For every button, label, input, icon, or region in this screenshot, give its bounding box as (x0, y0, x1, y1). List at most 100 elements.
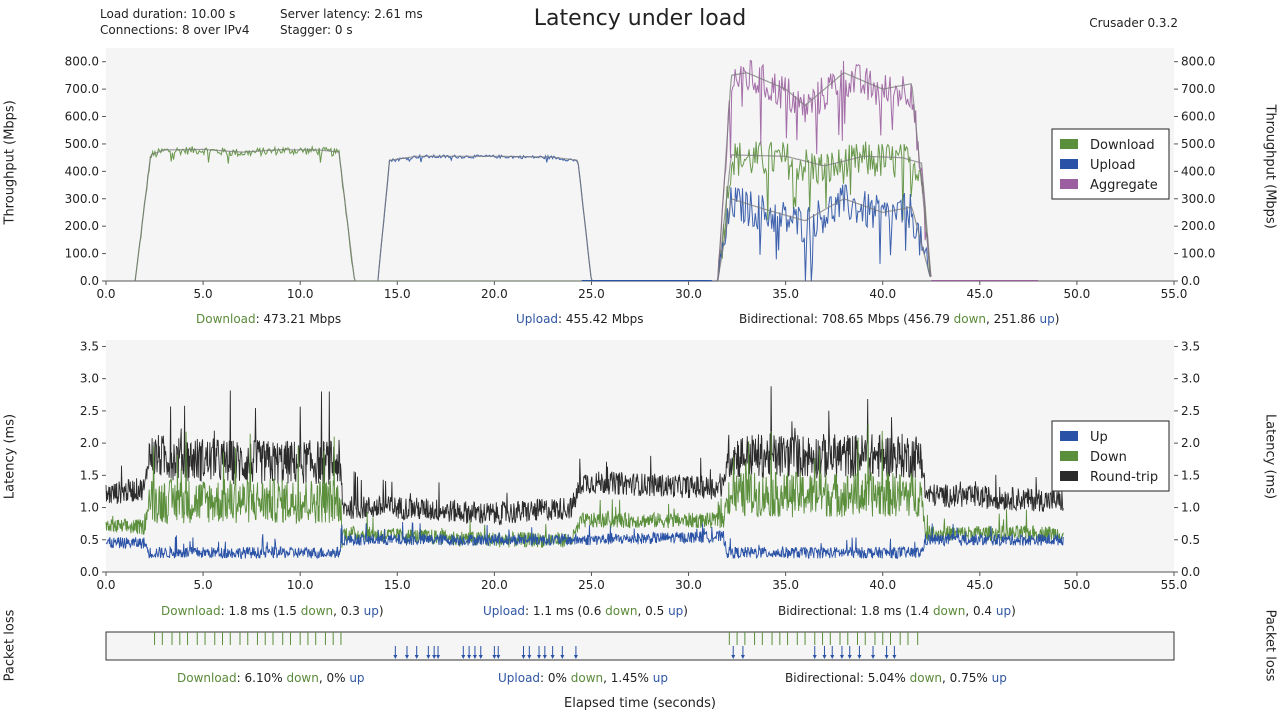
x-tick-label: 10.0 (287, 578, 314, 592)
y-tick-label-left: 600.0 (65, 110, 99, 124)
app-version: Crusader 0.3.2 (1089, 16, 1178, 30)
y-tick-label-left: 0.0 (80, 565, 99, 579)
loss-summary-upload: Upload: 0% down, 1.45% up (498, 671, 668, 685)
series-smoothed-aggregate (717, 72, 932, 282)
upload-loss-arrow (472, 655, 477, 659)
legend-label-up: Up (1090, 430, 1108, 445)
x-tick-label: 30.0 (675, 578, 702, 592)
upload-loss-arrow (573, 655, 578, 659)
series-down (105, 423, 1064, 549)
x-tick-label: 15.0 (384, 578, 411, 592)
x-tick-label: 40.0 (869, 578, 896, 592)
legend-swatch-up (1060, 431, 1078, 441)
upload-loss-arrow (847, 655, 852, 659)
y-tick-label-left: 700.0 (65, 82, 99, 96)
latency-summary-upload: Upload: 1.1 ms (0.6 down, 0.5 up) (483, 604, 688, 618)
upload-loss-arrow (414, 655, 419, 659)
loss-summary-bidirectional: Bidirectional: 5.04% down, 0.75% up (785, 671, 1007, 685)
server-latency: Server latency: 2.61 ms (280, 7, 423, 21)
y-tick-label-left: 0.0 (80, 274, 99, 288)
x-tick-label: 5.0 (194, 578, 213, 592)
x-tick-label: 20.0 (481, 287, 508, 301)
y-tick-label-right: 600.0 (1181, 110, 1215, 124)
x-tick-label: 5.0 (194, 287, 213, 301)
chart-title: Latency under load (533, 6, 747, 31)
legend-label-download: Download (1090, 138, 1155, 153)
y-tick-label-left: 300.0 (65, 192, 99, 206)
upload-loss-arrow (478, 655, 483, 659)
upload-loss-arrow (436, 655, 441, 659)
y-tick-label-right: 2.5 (1181, 404, 1200, 418)
upload-loss-arrow (839, 655, 844, 659)
upload-loss-arrow (393, 655, 398, 659)
x-tick-label: 50.0 (1064, 578, 1091, 592)
latency-summary-bidirectional: Bidirectional: 1.8 ms (1.4 down, 0.4 up) (778, 604, 1016, 618)
y-tick-label-left: 800.0 (65, 55, 99, 69)
y-tick-label-left: 3.5 (80, 339, 99, 353)
x-tick-label: 20.0 (481, 578, 508, 592)
upload-loss-arrow (560, 655, 565, 659)
series-smoothed-download (134, 148, 932, 282)
upload-loss-arrow (492, 655, 497, 659)
legend-swatch-download (1060, 139, 1078, 149)
y-tick-label-left: 2.0 (80, 436, 99, 450)
legend-label-down: Down (1090, 450, 1127, 465)
y-tick-label-right: 2.0 (1181, 436, 1200, 450)
y-tick-label-right: 3.0 (1181, 372, 1200, 386)
y-tick-label-left: 1.0 (80, 501, 99, 515)
upload-loss-arrow (812, 655, 817, 659)
legend-label-round-trip: Round-trip (1090, 470, 1158, 485)
y-tick-label-right: 1.5 (1181, 468, 1200, 482)
test-metadata-right: Server latency: 2.61 ms Stagger: 0 s (280, 6, 423, 38)
x-tick-label: 40.0 (869, 287, 896, 301)
upload-loss-arrow (830, 655, 835, 659)
x-tick-label: 0.0 (96, 287, 115, 301)
y-tick-label-right: 0.0 (1181, 274, 1200, 288)
x-tick-label: 10.0 (287, 287, 314, 301)
latency-chart: 0.0 5.0 10.0 15.0 20.0 25.0 30.0 35.0 40.0 45.0 50… (80, 339, 1200, 592)
y-tick-label-left: 400.0 (65, 164, 99, 178)
y-tick-label-right: 300.0 (1181, 192, 1215, 206)
y-tick-label-left: 2.5 (80, 404, 99, 418)
x-tick-label: 25.0 (578, 287, 605, 301)
packet-loss-chart (105, 631, 1175, 661)
upload-loss-arrow (461, 655, 466, 659)
y-tick-label-left: 100.0 (65, 247, 99, 261)
y-tick-label-right: 100.0 (1181, 247, 1215, 261)
upload-loss-arrow (521, 655, 526, 659)
y-tick-label-right: 500.0 (1181, 137, 1215, 151)
latency-summary-download: Download: 1.8 ms (1.5 down, 0.3 up) (161, 604, 384, 618)
y-tick-label-right: 200.0 (1181, 219, 1215, 233)
y-tick-label-left: 500.0 (65, 137, 99, 151)
upload-loss-arrow (527, 655, 532, 659)
legend-swatch-down (1060, 451, 1078, 461)
x-tick-label: 35.0 (772, 578, 799, 592)
x-tick-label: 50.0 (1064, 287, 1091, 301)
upload-loss-arrow (537, 655, 542, 659)
legend-swatch-upload (1060, 159, 1078, 169)
throughput-summary-bidirectional: Bidirectional: 708.65 Mbps (456.79 down,… (739, 312, 1060, 326)
y-tick-label-right: 1.0 (1181, 501, 1200, 515)
y-tick-label-right: 0.5 (1181, 533, 1200, 547)
loss-summary-download: Download: 6.10% down, 0% up (177, 671, 365, 685)
x-tick-label: 35.0 (772, 287, 799, 301)
x-tick-label: 15.0 (384, 287, 411, 301)
stagger: Stagger: 0 s (280, 23, 353, 37)
upload-loss-arrow (550, 655, 555, 659)
legend-label-aggregate: Aggregate (1090, 178, 1158, 193)
throughput-summary-download: Download: 473.21 Mbps (196, 312, 342, 326)
upload-loss-arrow (822, 655, 827, 659)
upload-loss-arrow (731, 655, 736, 659)
plot-area (106, 48, 1174, 281)
throughput-summary-upload: Upload: 455.42 Mbps (516, 312, 644, 326)
x-tick-label: 25.0 (578, 578, 605, 592)
x-tick-label: 45.0 (966, 578, 993, 592)
upload-loss-arrow (871, 655, 876, 659)
connections: Connections: 8 over IPv4 (100, 23, 250, 37)
x-tick-label: 55.0 (1161, 287, 1188, 301)
upload-loss-arrow (467, 655, 472, 659)
x-tick-label: 55.0 (1161, 578, 1188, 592)
y-tick-label-left: 0.5 (80, 533, 99, 547)
y-tick-label-right: 400.0 (1181, 164, 1215, 178)
y-tick-label-right: 800.0 (1181, 55, 1215, 69)
